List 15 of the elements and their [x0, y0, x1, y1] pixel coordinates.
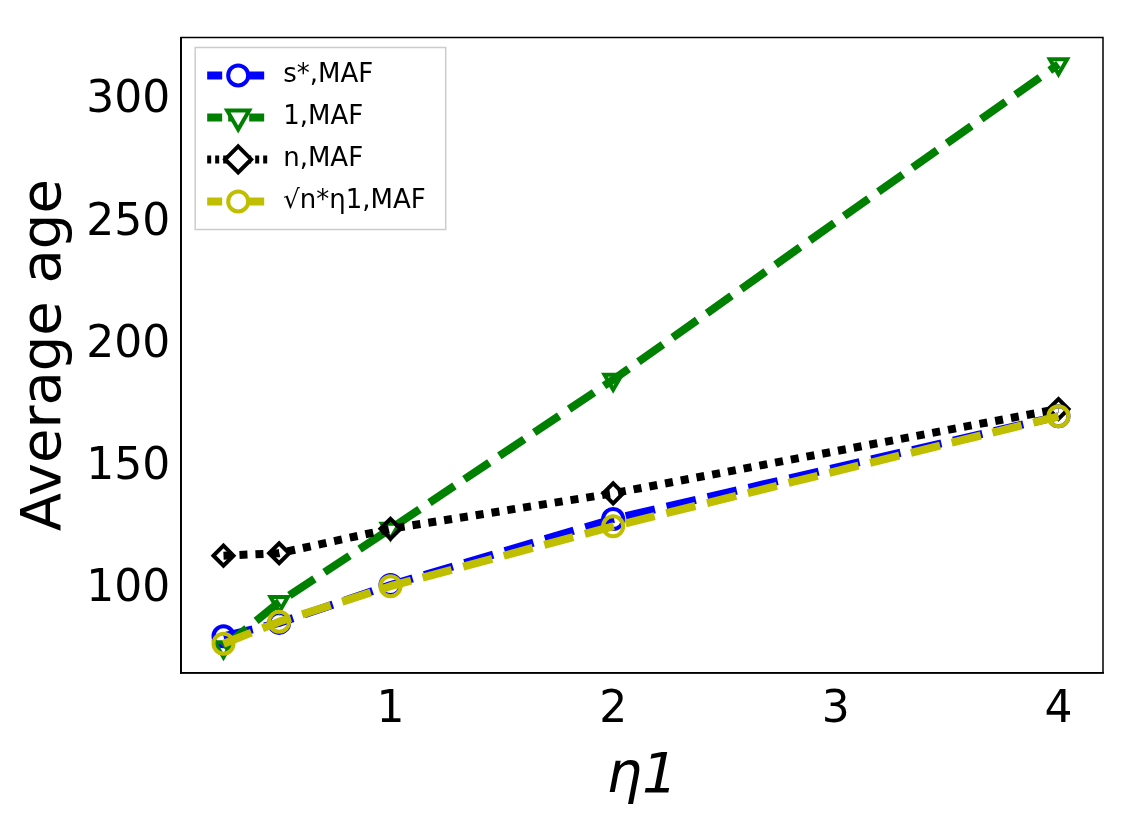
y-tick-label: 250: [86, 193, 171, 245]
y-tick-label: 150: [86, 438, 171, 490]
x-tick-label: 4: [1044, 680, 1073, 732]
legend-label: √n*η1,MAF: [283, 184, 426, 215]
y-tick-label: 100: [86, 560, 171, 612]
x-tick-label: 1: [376, 680, 405, 732]
x-axis-title: η1: [606, 739, 678, 805]
y-tick-label: 200: [86, 315, 171, 367]
x-tick-label: 2: [599, 680, 628, 732]
legend-label: 1,MAF: [283, 100, 364, 131]
y-axis-title: Average age: [8, 179, 74, 532]
legend-label: n,MAF: [283, 142, 364, 173]
legend-label: s*,MAF: [283, 58, 374, 89]
x-tick-label: 3: [821, 680, 850, 732]
y-tick-label: 300: [86, 71, 171, 123]
